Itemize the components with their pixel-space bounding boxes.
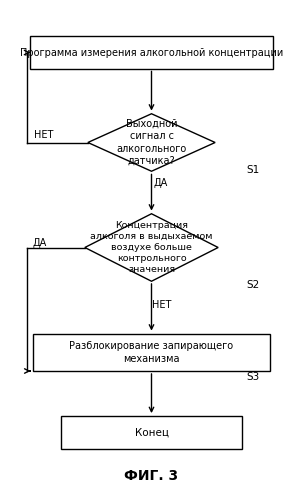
Text: S1: S1 bbox=[246, 165, 260, 175]
Text: ФИГ. 3: ФИГ. 3 bbox=[125, 469, 178, 483]
Text: S3: S3 bbox=[246, 372, 260, 382]
Text: НЕТ: НЕТ bbox=[152, 300, 172, 310]
Text: ДА: ДА bbox=[153, 178, 168, 188]
Text: НЕТ: НЕТ bbox=[34, 130, 54, 140]
Text: Концентрация
алкоголя в выдыхаемом
воздухе больше
контрольного
значения: Концентрация алкоголя в выдыхаемом возду… bbox=[90, 221, 213, 274]
FancyBboxPatch shape bbox=[33, 334, 270, 371]
FancyBboxPatch shape bbox=[30, 36, 273, 68]
Text: S2: S2 bbox=[246, 280, 260, 290]
Text: Программа измерения алкогольной концентрации: Программа измерения алкогольной концентр… bbox=[20, 48, 283, 58]
Polygon shape bbox=[85, 214, 218, 281]
FancyBboxPatch shape bbox=[61, 416, 242, 449]
Polygon shape bbox=[88, 114, 215, 171]
Text: Конец: Конец bbox=[135, 428, 168, 438]
Text: ДА: ДА bbox=[32, 238, 47, 248]
Text: Выходной
сигнал с
алкогольного
датчика?: Выходной сигнал с алкогольного датчика? bbox=[116, 119, 187, 166]
Text: Разблокирование запирающего
механизма: Разблокирование запирающего механизма bbox=[69, 342, 234, 363]
